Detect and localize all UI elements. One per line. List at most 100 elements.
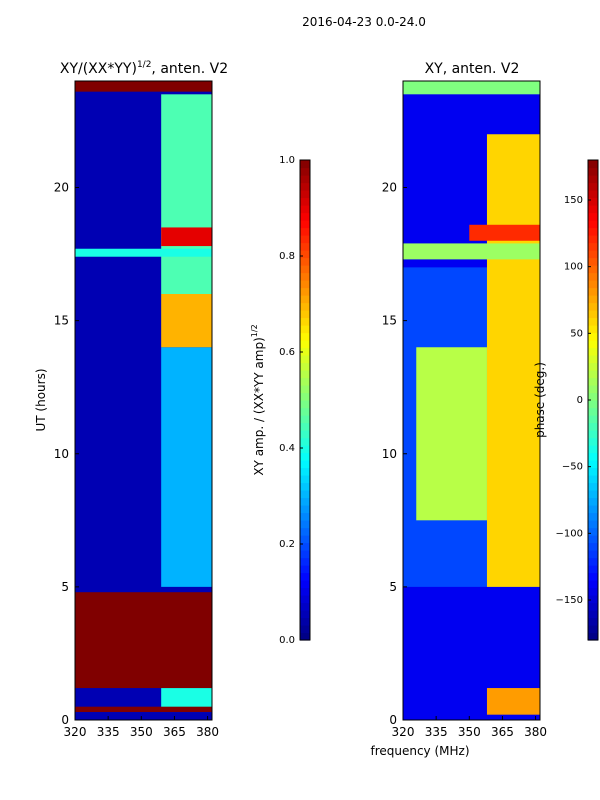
heatmap-cell: [75, 592, 212, 689]
colorbar-band: [300, 467, 310, 476]
colorbar-band: [588, 512, 598, 521]
amplitude-colorbar-label-exponent: 1/2: [250, 324, 259, 337]
phase-colorbar: −150 −100 −50 0 50 100 150 phase (deg.): [533, 159, 599, 641]
colorbar-band: [588, 542, 598, 551]
colorbar-band: [300, 610, 310, 619]
colorbar-band: [588, 227, 598, 236]
colorbar-band: [300, 445, 310, 454]
colorbar-band: [588, 520, 598, 529]
colorbar-band: [588, 392, 598, 401]
amplitude-x-ticks: 320 335 350 365 380: [64, 716, 219, 739]
colorbar-band: [588, 272, 598, 281]
colorbar-tick-label: −50: [562, 462, 583, 473]
colorbar-band: [588, 632, 598, 641]
heatmap-cell: [486, 688, 540, 715]
colorbar-band: [300, 602, 310, 611]
colorbar-band: [588, 295, 598, 304]
phase-colorbar-ticks: −150 −100 −50 0 50 100 150: [556, 195, 591, 606]
colorbar-band: [588, 437, 598, 446]
heatmap-cell: [75, 81, 212, 92]
colorbar-band: [300, 632, 310, 641]
colorbar-band: [588, 580, 598, 589]
x-tick-label: 350: [458, 725, 481, 739]
x-tick-label: 365: [163, 725, 186, 739]
colorbar-band: [300, 422, 310, 431]
amplitude-title-main: XY/(XX*YY): [60, 61, 137, 77]
amplitude-colorbar-ticks: 0.0 0.2 0.4 0.6 0.8 1.0: [279, 155, 303, 646]
colorbar-band: [300, 497, 310, 506]
amplitude-panel-title: XY/(XX*YY)1/2, anten. V2: [60, 60, 228, 77]
colorbar-band: [300, 565, 310, 574]
colorbar-band: [300, 280, 310, 289]
colorbar-band: [588, 370, 598, 379]
colorbar-band: [300, 355, 310, 364]
colorbar-band: [588, 460, 598, 469]
phase-colorbar-label: phase (deg.): [533, 362, 547, 438]
colorbar-tick-label: 0.2: [279, 539, 295, 550]
colorbar-band: [588, 482, 598, 491]
colorbar-band: [300, 160, 310, 169]
colorbar-band: [300, 235, 310, 244]
colorbar-band: [300, 520, 310, 529]
colorbar-band: [300, 452, 310, 461]
colorbar-band: [300, 347, 310, 356]
y-tick-label: 20: [382, 181, 397, 195]
colorbar-band: [300, 490, 310, 499]
x-tick-label: 380: [524, 725, 547, 739]
colorbar-band: [588, 235, 598, 244]
y-tick-label: 0: [61, 713, 69, 727]
colorbar-band: [588, 475, 598, 484]
colorbar-band: [300, 295, 310, 304]
colorbar-band: [300, 272, 310, 281]
colorbar-tick-label: 50: [570, 328, 583, 339]
colorbar-band: [588, 347, 598, 356]
colorbar-band: [300, 212, 310, 221]
colorbar-band: [300, 535, 310, 544]
colorbar-band: [588, 385, 598, 394]
colorbar-band: [300, 310, 310, 319]
y-tick-label: 0: [389, 713, 397, 727]
x-tick-label: 365: [491, 725, 514, 739]
colorbar-tick-label: −100: [556, 528, 583, 539]
colorbar-band: [588, 242, 598, 251]
amplitude-plot-frame: [74, 80, 213, 721]
colorbar-band: [300, 617, 310, 626]
colorbar-band: [588, 565, 598, 574]
colorbar-band: [300, 550, 310, 559]
colorbar-band: [300, 265, 310, 274]
colorbar-band: [588, 602, 598, 611]
colorbar-band: [588, 175, 598, 184]
colorbar-band: [300, 400, 310, 409]
heatmap-cell: [75, 248, 212, 257]
colorbar-band: [300, 182, 310, 191]
colorbar-band: [588, 280, 598, 289]
colorbar-band: [588, 197, 598, 206]
heatmap-cell: [161, 94, 212, 294]
colorbar-band: [588, 362, 598, 371]
colorbar-band: [300, 227, 310, 236]
colorbar-band: [588, 332, 598, 341]
colorbar-band: [300, 580, 310, 589]
colorbar-band: [588, 257, 598, 266]
colorbar-band: [300, 242, 310, 251]
colorbar-band: [588, 400, 598, 409]
colorbar-band: [588, 220, 598, 229]
colorbar-band: [300, 377, 310, 386]
colorbar-band: [300, 587, 310, 596]
colorbar-band: [588, 505, 598, 514]
x-tick-label: 350: [130, 725, 153, 739]
colorbar-band: [588, 302, 598, 311]
colorbar-band: [588, 205, 598, 214]
colorbar-band: [300, 325, 310, 334]
y-tick-label: 10: [54, 447, 69, 461]
colorbar-band: [588, 287, 598, 296]
phase-plot-frame: [402, 80, 541, 721]
phase-colorbar-gradient: [588, 160, 598, 641]
colorbar-band: [588, 625, 598, 634]
y-tick-label: 15: [382, 314, 397, 328]
colorbar-band: [588, 445, 598, 454]
colorbar-band: [588, 317, 598, 326]
x-tick-label: 320: [392, 725, 415, 739]
amplitude-colorbar-label: XY amp. / (XX*YY amp)1/2: [250, 324, 266, 475]
